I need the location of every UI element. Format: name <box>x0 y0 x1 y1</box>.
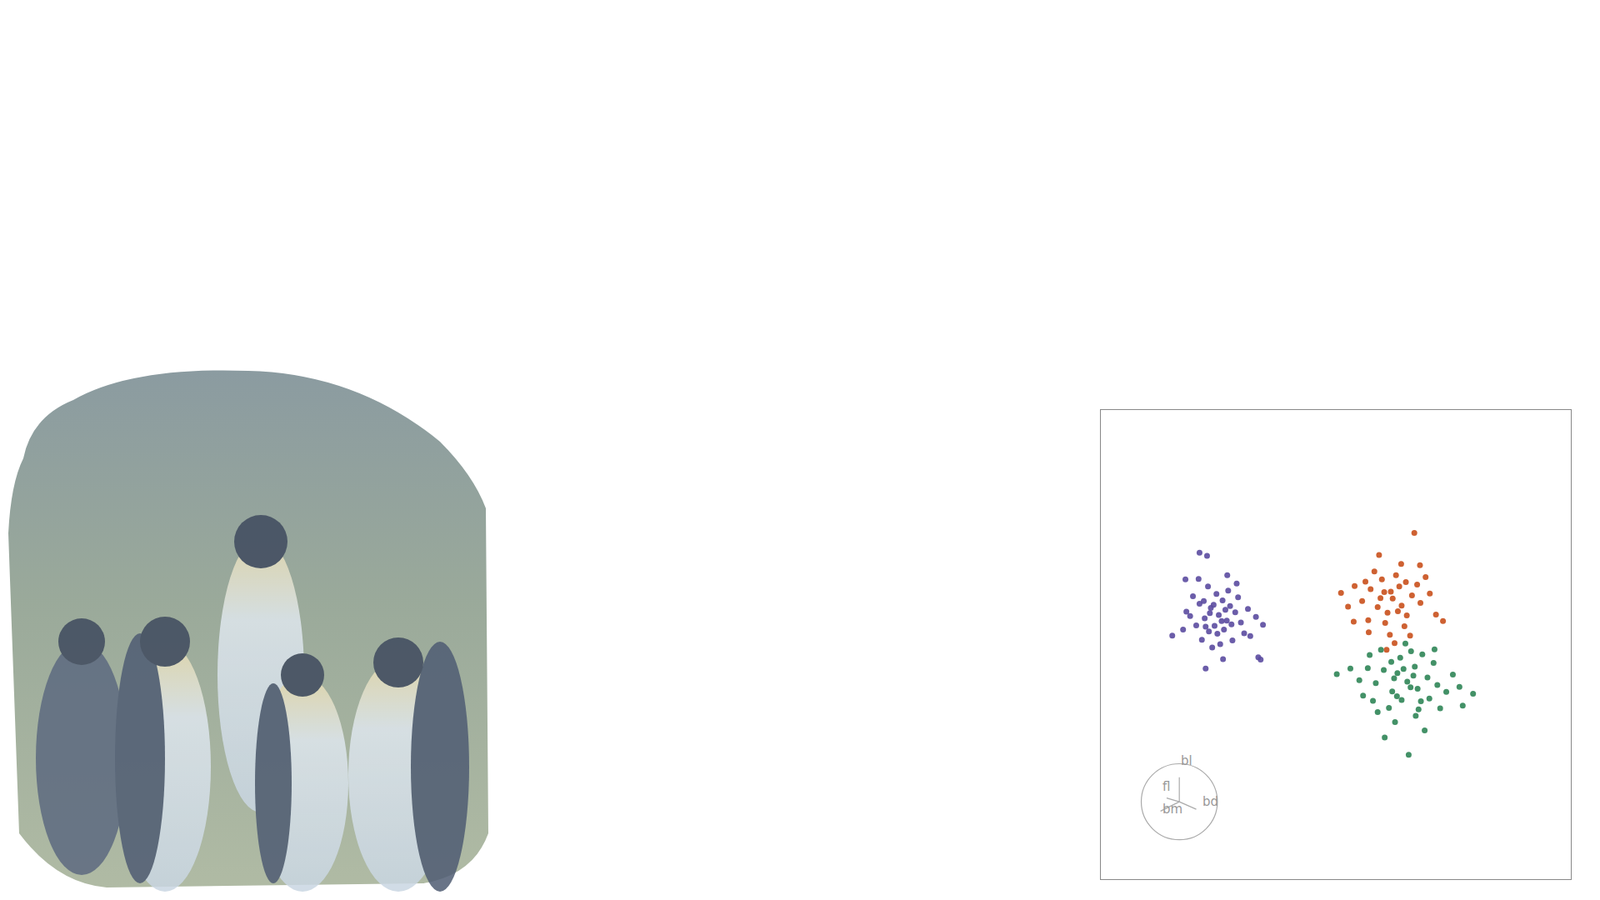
svg-text:bm: bm <box>1162 801 1183 817</box>
svg-text:bl: bl <box>1180 753 1193 769</box>
svg-text:bd: bd <box>1202 794 1219 810</box>
svg-text:fl: fl <box>1162 779 1170 795</box>
